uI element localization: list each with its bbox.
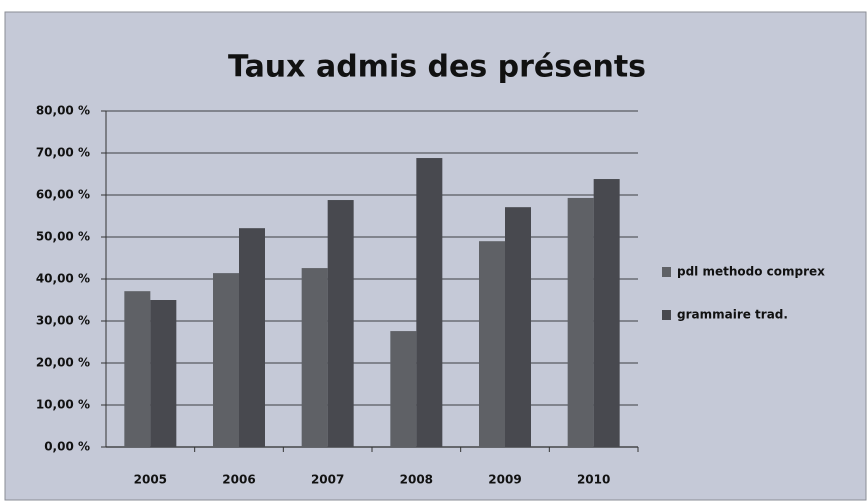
- bar: [124, 291, 151, 447]
- y-tick-label: 10,00 %: [36, 398, 90, 412]
- x-tick-label: 2008: [400, 473, 433, 487]
- legend-swatch: [662, 310, 671, 320]
- bar: [479, 241, 505, 447]
- y-tick-label: 20,00 %: [36, 356, 90, 370]
- y-tick-label: 0,00 %: [44, 440, 90, 454]
- bar: [593, 179, 620, 448]
- y-tick-label: 30,00 %: [36, 314, 90, 328]
- bar: [213, 273, 239, 447]
- x-tick-label: 2010: [577, 473, 610, 487]
- bar: [416, 158, 443, 448]
- x-tick-label: 2006: [222, 473, 255, 487]
- bar: [301, 268, 328, 447]
- y-tick-label: 80,00 %: [36, 104, 90, 118]
- x-tick-label: 2009: [488, 473, 521, 487]
- y-tick-label: 40,00 %: [36, 272, 90, 286]
- legend-label: grammaire trad.: [677, 308, 788, 322]
- bar: [150, 300, 177, 447]
- legend-swatch: [662, 267, 671, 277]
- bar: [567, 197, 594, 447]
- y-tick-label: 50,00 %: [36, 230, 90, 244]
- bar: [327, 200, 354, 447]
- y-tick-label: 70,00 %: [36, 146, 90, 160]
- bar: [390, 331, 417, 447]
- x-tick-label: 2007: [311, 473, 344, 487]
- x-tick-label: 2005: [134, 473, 167, 487]
- y-tick-label: 60,00 %: [36, 188, 90, 202]
- legend-label: pdl methodo comprex: [677, 265, 825, 279]
- chart-title: Taux admis des présents: [228, 50, 646, 85]
- bar: [239, 228, 265, 447]
- bar: [505, 207, 531, 447]
